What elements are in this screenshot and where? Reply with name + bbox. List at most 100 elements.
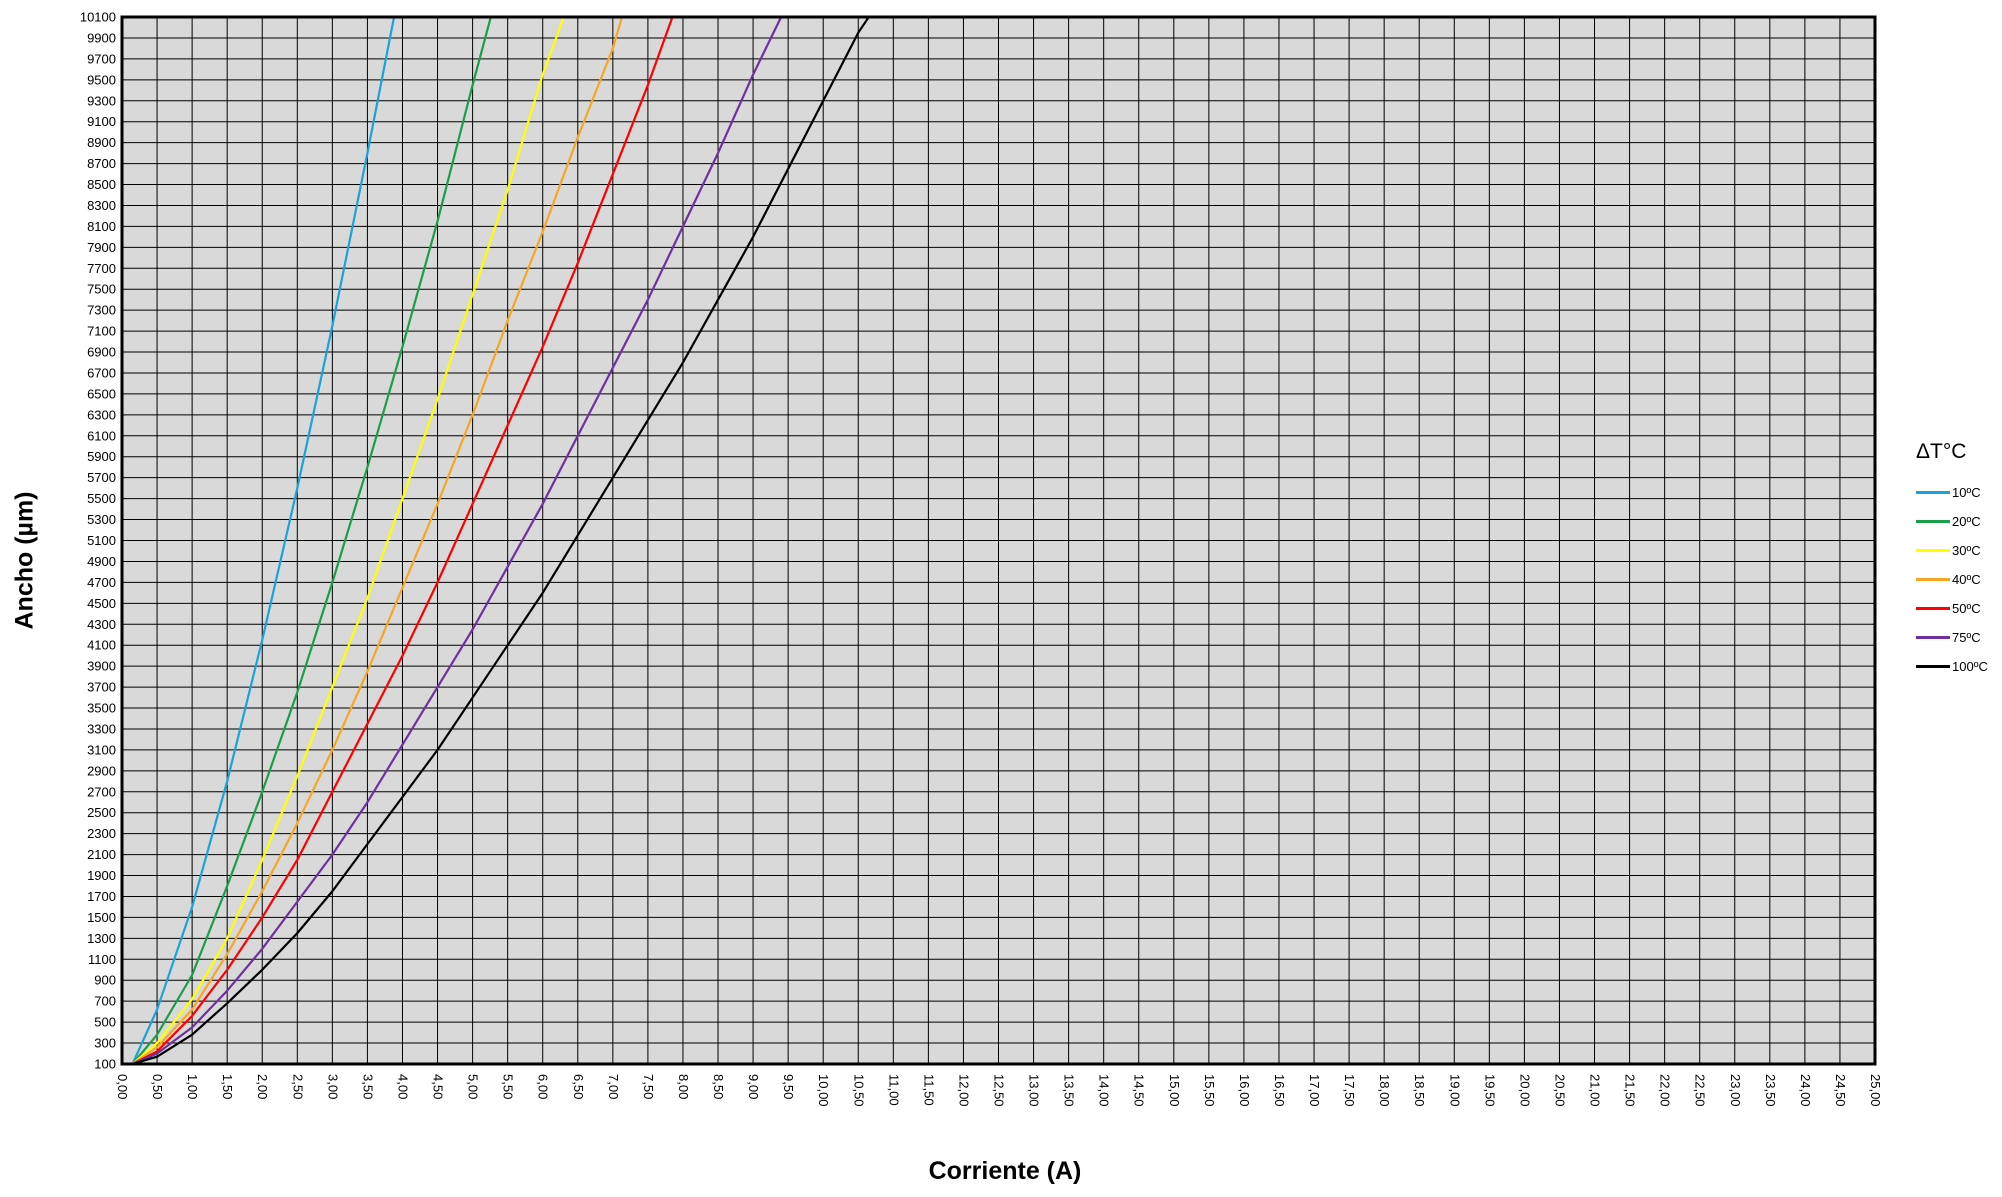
y-tick-label: 5100 [87, 533, 116, 548]
x-tick-label: 11,00 [886, 1074, 901, 1106]
x-tick-label: 12,50 [992, 1074, 1007, 1107]
legend-item: 100ºC [1916, 652, 2002, 681]
y-tick-label: 1500 [87, 910, 116, 925]
x-tick-label: 6,00 [536, 1074, 551, 1099]
x-tick-label: 6,50 [571, 1074, 586, 1099]
x-tick-label: 20,00 [1517, 1074, 1532, 1107]
x-tick-label: 22,00 [1658, 1074, 1673, 1107]
legend-swatch [1916, 549, 1950, 552]
legend-label: 100ºC [1952, 659, 1988, 674]
x-tick-label: 23,00 [1728, 1074, 1743, 1107]
y-tick-label: 5300 [87, 512, 116, 527]
y-tick-label: 6100 [87, 428, 116, 443]
y-tick-label: 6900 [87, 345, 116, 360]
y-tick-label: 3700 [87, 680, 116, 695]
y-tick-label: 10100 [80, 10, 116, 25]
x-tick-label: 24,50 [1833, 1074, 1848, 1107]
y-tick-label: 500 [94, 1015, 116, 1030]
y-tick-label: 2700 [87, 784, 116, 799]
y-tick-label: 7300 [87, 303, 116, 318]
x-tick-label: 17,00 [1307, 1074, 1322, 1107]
y-tick-label: 7700 [87, 261, 116, 276]
legend-label: 10ºC [1952, 485, 1981, 500]
x-tick-label: 21,00 [1588, 1074, 1603, 1107]
x-tick-label: 7,50 [641, 1074, 656, 1099]
y-tick-label: 1700 [87, 889, 116, 904]
legend: ΔT°C 10ºC 20ºC 30ºC 40ºC 50ºC 75ºC 100ºC [1916, 440, 2002, 681]
y-tick-label: 1900 [87, 868, 116, 883]
y-tick-label: 2300 [87, 826, 116, 841]
y-tick-label: 6700 [87, 365, 116, 380]
legend-label: 50ºC [1952, 601, 1981, 616]
legend-label: 30ºC [1952, 543, 1981, 558]
x-tick-label: 22,50 [1693, 1074, 1708, 1107]
x-tick-label: 18,50 [1412, 1074, 1427, 1107]
x-tick-label: 18,00 [1377, 1074, 1392, 1107]
x-tick-label: 16,50 [1272, 1074, 1287, 1107]
legend-swatch [1916, 607, 1950, 610]
y-tick-label: 700 [94, 994, 116, 1009]
series-line [132, 16, 674, 1065]
legend-swatch [1916, 491, 1950, 494]
y-tick-label: 1300 [87, 931, 116, 946]
y-tick-label: 4700 [87, 575, 116, 590]
x-tick-label: 23,50 [1763, 1074, 1778, 1107]
y-tick-label: 2900 [87, 763, 116, 778]
y-tick-label: 9100 [87, 114, 116, 129]
x-tick-label: 13,50 [1062, 1074, 1077, 1107]
legend-item: 10ºC [1916, 478, 2002, 507]
y-tick-label: 8900 [87, 135, 116, 150]
y-tick-label: 3900 [87, 659, 116, 674]
plot-frame [120, 15, 1877, 1066]
y-tick-label: 5700 [87, 470, 116, 485]
y-tick-label: 5500 [87, 491, 116, 506]
x-tick-label: 13,00 [1027, 1074, 1042, 1107]
legend-label: 75ºC [1952, 630, 1981, 645]
series-line [131, 16, 565, 1065]
x-tick-label: 3,50 [360, 1074, 375, 1099]
y-tick-label: 100 [94, 1057, 116, 1072]
x-tick-label: 16,00 [1237, 1074, 1252, 1107]
x-tick-label: 21,50 [1623, 1074, 1638, 1107]
y-tick-label: 2100 [87, 847, 116, 862]
x-tick-label: 17,50 [1342, 1074, 1357, 1107]
x-tick-label: 3,00 [325, 1074, 340, 1099]
x-tick-label: 4,00 [395, 1074, 410, 1099]
legend-label: 20ºC [1952, 514, 1981, 529]
y-tick-label: 7500 [87, 282, 116, 297]
y-axis-title-box: Ancho (µm) [0, 491, 50, 629]
x-tick-label: 8,00 [676, 1074, 691, 1099]
x-tick-label: 19,00 [1447, 1074, 1462, 1107]
x-tick-label: 2,00 [255, 1074, 270, 1099]
x-tick-label: 10,50 [851, 1074, 866, 1107]
y-tick-label: 9700 [87, 51, 116, 66]
x-tick-label: 2,50 [290, 1074, 305, 1099]
legend-item: 40ºC [1916, 565, 2002, 594]
y-tick-label: 9900 [87, 30, 116, 45]
x-tick-label: 5,50 [501, 1074, 516, 1099]
x-tick-label: 15,50 [1202, 1074, 1217, 1107]
y-tick-label: 5900 [87, 449, 116, 464]
series-line [131, 16, 624, 1065]
x-tick-label: 8,50 [711, 1074, 726, 1099]
y-tick-label: 7100 [87, 324, 116, 339]
x-tick-label: 0,50 [150, 1074, 165, 1099]
x-axis-title: Corriente (A) [928, 1157, 1082, 1185]
y-tick-label: 9500 [87, 72, 116, 87]
legend-item: 50ºC [1916, 594, 2002, 623]
x-tick-label: 4,50 [431, 1074, 446, 1099]
legend-swatch [1916, 578, 1950, 581]
y-tick-label: 4500 [87, 596, 116, 611]
legend-swatch [1916, 665, 1950, 668]
y-tick-label: 6300 [87, 407, 116, 422]
series-line [132, 16, 870, 1066]
y-tick-label: 8300 [87, 198, 116, 213]
legend-item: 30ºC [1916, 536, 2002, 565]
series-line [132, 16, 783, 1066]
y-tick-label: 4100 [87, 638, 116, 653]
x-tick-label: 7,00 [606, 1074, 621, 1099]
x-tick-label: 0,00 [115, 1074, 130, 1099]
y-tick-label: 6500 [87, 386, 116, 401]
x-tick-label: 1,00 [185, 1074, 200, 1099]
